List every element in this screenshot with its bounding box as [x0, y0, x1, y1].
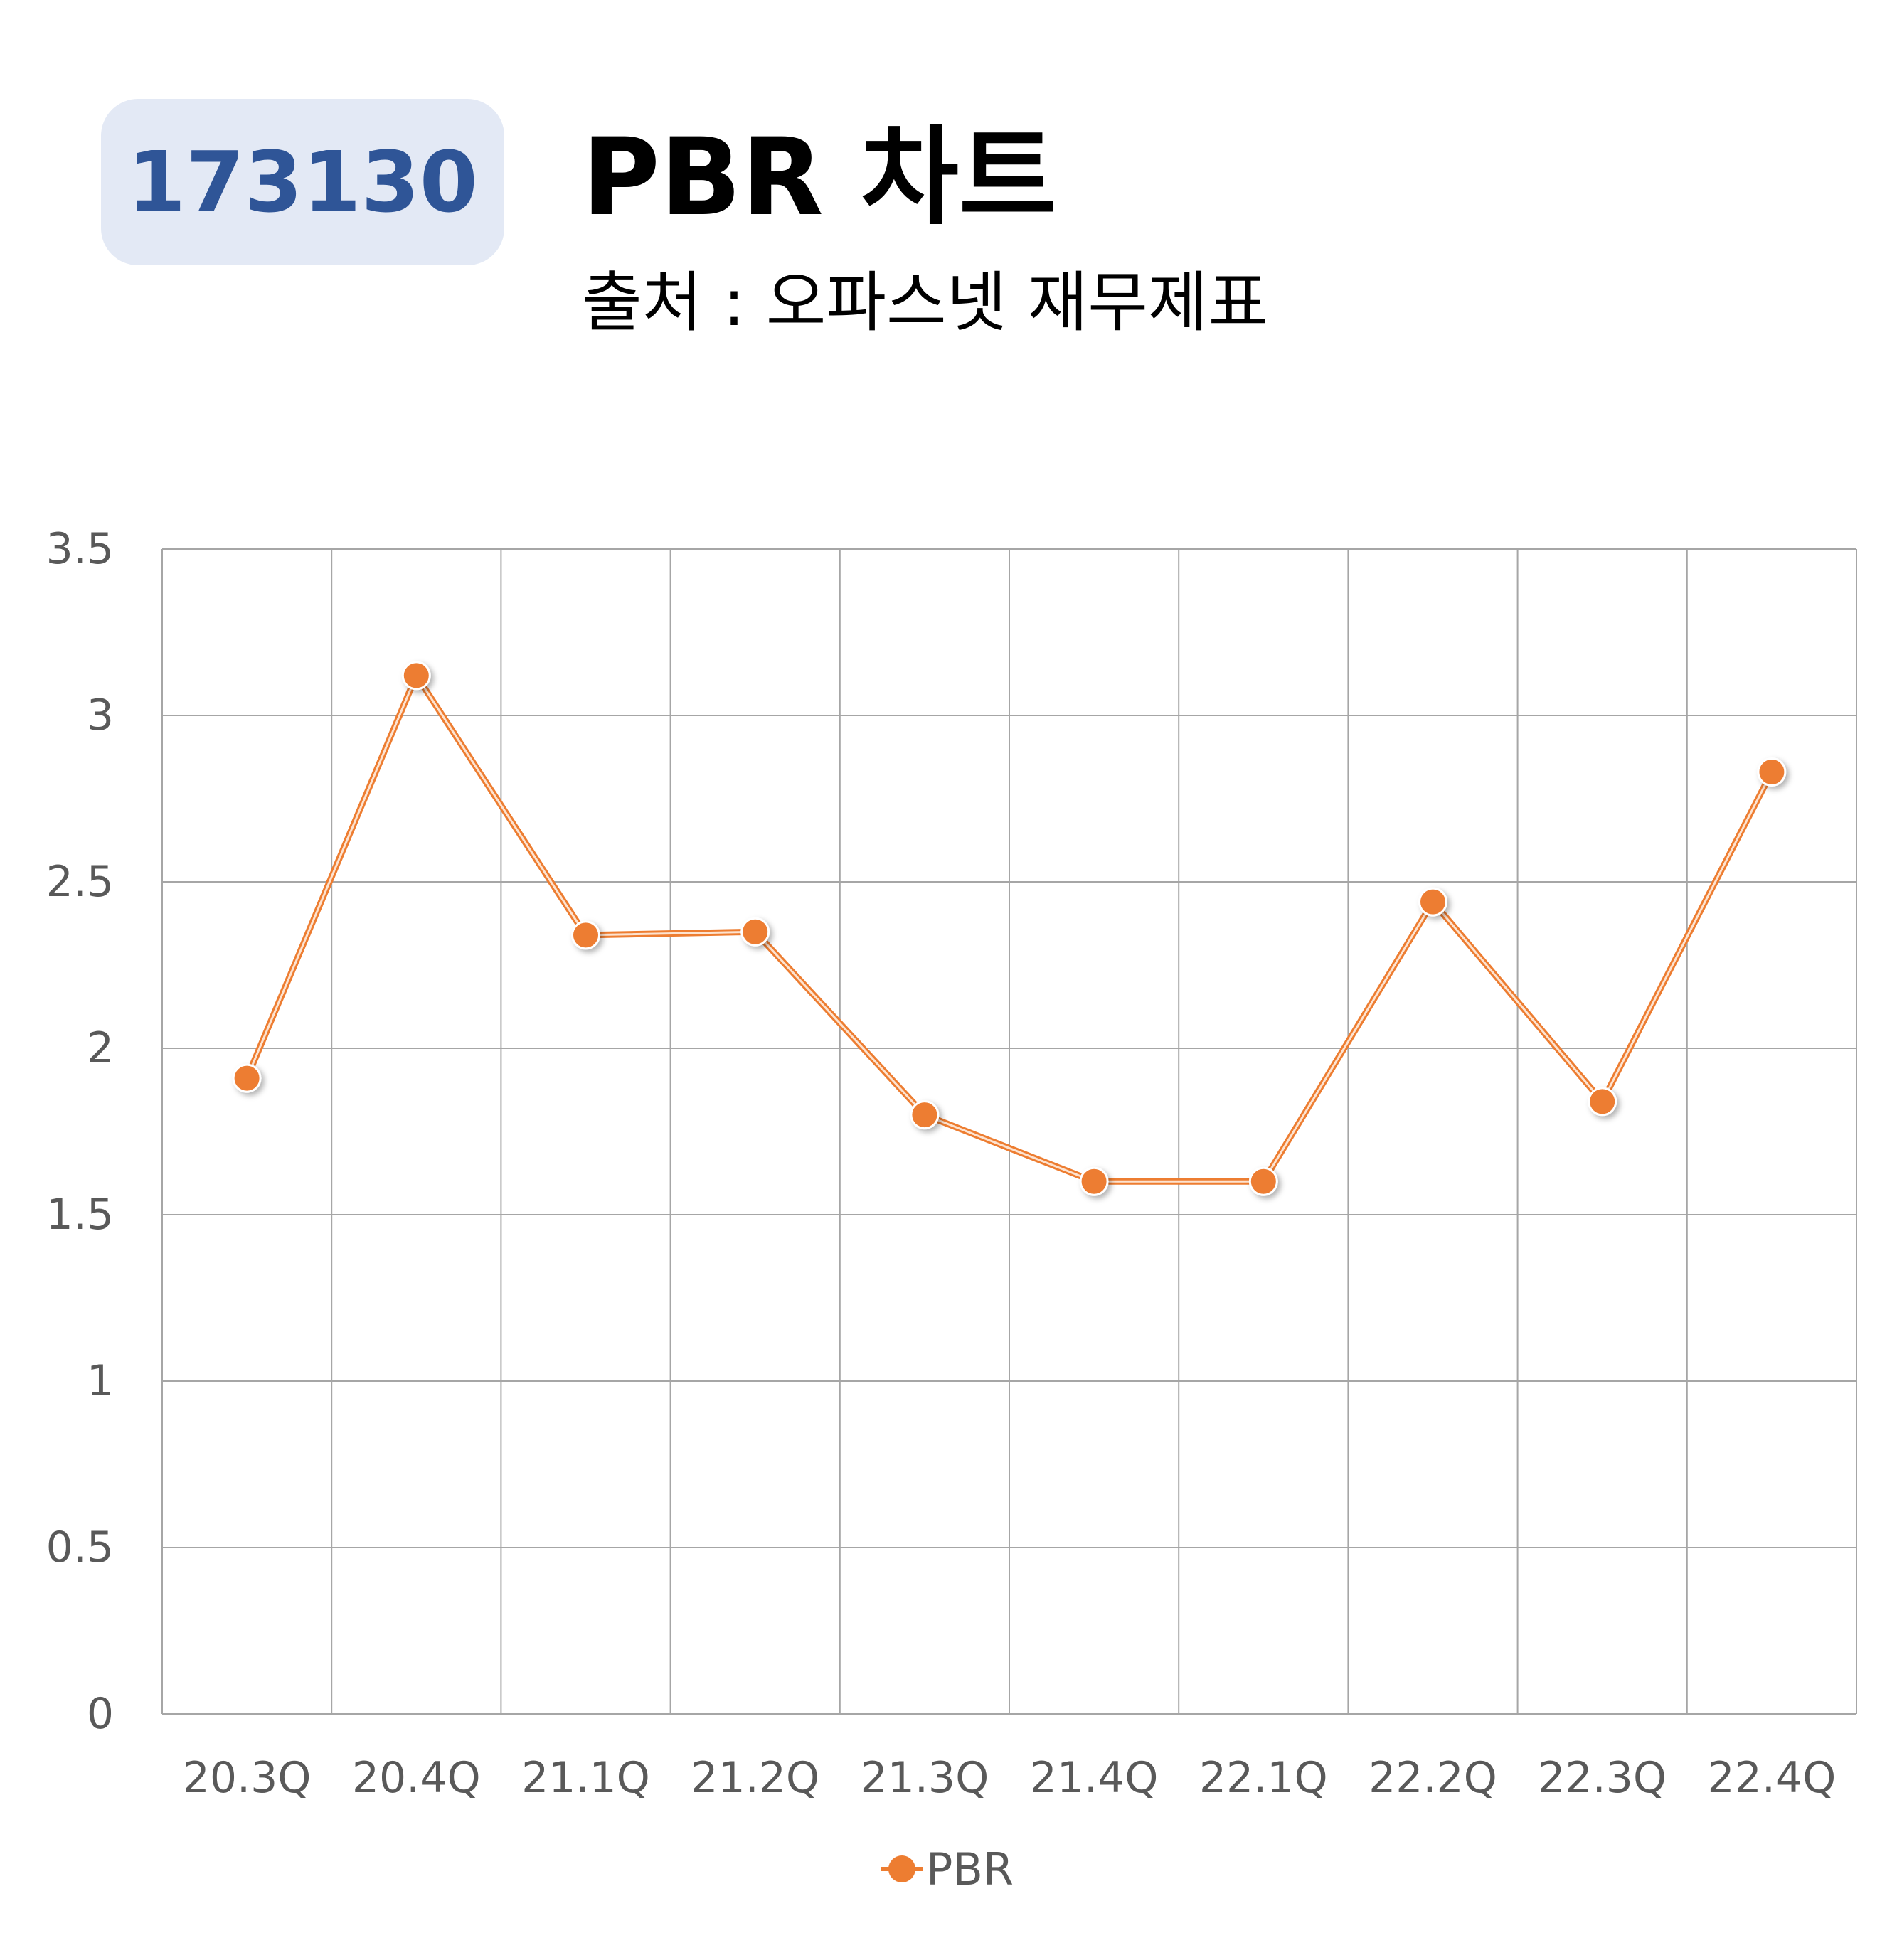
pbr-data-point — [571, 920, 600, 950]
pbr-data-point — [1079, 1166, 1109, 1196]
pbr-data-point — [910, 1100, 940, 1130]
y-tick-label: 3.5 — [46, 524, 114, 574]
y-tick-label: 0.5 — [46, 1523, 114, 1572]
x-tick-label: 22.4Q — [1707, 1753, 1836, 1803]
y-tick-label: 2 — [87, 1023, 114, 1073]
x-tick-label: 22.3Q — [1538, 1753, 1667, 1803]
pbr-series-line-inner — [245, 674, 1773, 1183]
y-tick-label: 1 — [87, 1356, 114, 1406]
pbr-data-point — [1588, 1087, 1617, 1117]
legend-marker — [888, 1855, 915, 1882]
pbr-data-point — [1248, 1166, 1278, 1196]
x-tick-label: 20.4Q — [352, 1753, 481, 1803]
x-tick-label: 20.3Q — [183, 1753, 312, 1803]
x-tick-label: 21.4Q — [1030, 1753, 1159, 1803]
x-tick-label: 22.1Q — [1199, 1753, 1328, 1803]
y-tick-label: 1.5 — [46, 1190, 114, 1240]
y-tick-label: 0 — [87, 1689, 114, 1739]
x-tick-label: 22.2Q — [1369, 1753, 1497, 1803]
stock-code-badge: 173130 — [101, 99, 504, 265]
x-tick-label: 21.1Q — [521, 1753, 650, 1803]
legend-label: PBR — [926, 1843, 1014, 1895]
x-tick-label: 21.2Q — [691, 1753, 819, 1803]
y-tick-label: 3 — [87, 691, 114, 740]
pbr-data-point — [1757, 757, 1787, 787]
pbr-data-point — [1418, 887, 1447, 917]
pbr-data-point — [232, 1063, 262, 1093]
chart-source: 출처 : 오파스넷 재무제표 — [582, 265, 1269, 341]
chart-title: PBR 차트 — [582, 116, 1057, 240]
stock-code: 173130 — [127, 133, 478, 231]
x-tick-label: 21.3Q — [860, 1753, 989, 1803]
y-tick-label: 2.5 — [46, 857, 114, 907]
pbr-data-point — [740, 917, 770, 947]
pbr-data-point — [401, 661, 431, 691]
